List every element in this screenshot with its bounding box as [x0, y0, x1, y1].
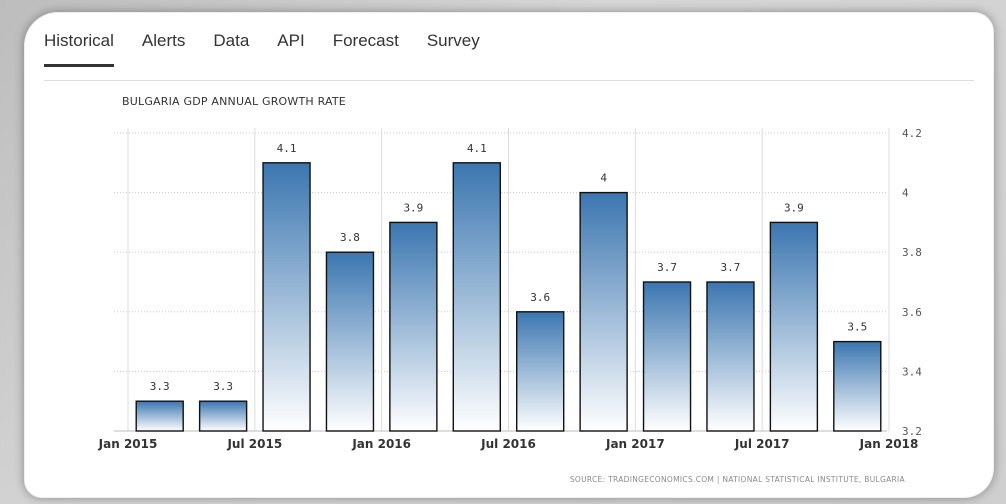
data-label: 4.1 — [277, 142, 297, 155]
x-tick-label: Jan 2018 — [859, 437, 919, 451]
data-label: 3.6 — [530, 291, 550, 304]
bar-q1-2016[interactable] — [389, 221, 438, 432]
bar-q2-2015[interactable] — [198, 400, 248, 432]
data-label: 3.3 — [213, 380, 233, 393]
data-label: 3.9 — [403, 201, 423, 214]
tab-forecast[interactable]: Forecast — [332, 31, 399, 50]
data-label: 3.7 — [657, 261, 677, 274]
x-tick-label: Jan 2015 — [98, 437, 158, 451]
y-tick-label: 3.6 — [902, 306, 922, 319]
chart-title: BULGARIA GDP ANNUAL GROWTH RATE — [122, 95, 346, 108]
bar-q1-2015[interactable] — [135, 400, 184, 432]
bar-q3-2017[interactable] — [769, 221, 819, 432]
x-tick-label: Jul 2016 — [480, 437, 536, 451]
data-label: 3.7 — [721, 261, 741, 274]
y-axis: 3.2 3.4 3.6 3.8 4 4.2 — [902, 127, 922, 438]
bar-q3-2015[interactable] — [262, 162, 311, 432]
data-label: 3.5 — [847, 321, 867, 334]
data-label: 3.9 — [784, 201, 804, 214]
bar-q4-2017[interactable] — [833, 340, 882, 432]
data-label: 3.8 — [340, 231, 360, 244]
source-note: SOURCE: TRADINGECONOMICS.COM | NATIONAL … — [570, 475, 906, 484]
x-tick-label: Jan 2017 — [605, 437, 665, 451]
data-label: 4.1 — [467, 142, 487, 155]
x-tick-label: Jul 2017 — [734, 437, 790, 451]
x-tick-label: Jan 2016 — [351, 437, 411, 451]
data-label: 4 — [600, 172, 607, 185]
data-labels-group: 3.3 3.3 4.1 3.8 3.9 4.1 3.6 4 3.7 3.7 3.9 3.5 — [150, 142, 867, 393]
data-label: 3.3 — [150, 380, 170, 393]
x-axis: Jan 2015 Jul 2015 Jan 2016 Jul 2016 Jan 2017… — [98, 437, 919, 451]
y-tick-label: 3.8 — [902, 246, 922, 259]
tab-alerts[interactable]: Alerts — [141, 31, 186, 50]
bar-q1-2017[interactable] — [642, 281, 692, 432]
y-tick-label: 4.2 — [902, 127, 922, 140]
tab-survey[interactable]: Survey — [426, 31, 480, 50]
tab-api[interactable]: API — [277, 31, 305, 50]
bar-q3-2016[interactable] — [516, 311, 565, 432]
bar-q4-2015[interactable] — [325, 251, 375, 432]
y-tick-label: 4 — [902, 187, 909, 200]
bar-q2-2016[interactable] — [452, 162, 501, 432]
y-tick-label: 3.4 — [902, 365, 922, 378]
tab-bar: Historical Alerts Data API Forecast Survey — [44, 30, 974, 81]
bar-q4-2016[interactable] — [579, 191, 628, 432]
y-tick-label: 3.2 — [902, 425, 922, 438]
bars-group — [135, 162, 882, 432]
tab-historical[interactable]: Historical — [44, 30, 114, 67]
x-tick-label: Jul 2015 — [226, 437, 282, 451]
bar-q2-2017[interactable] — [706, 281, 755, 432]
tab-data[interactable]: Data — [213, 31, 250, 50]
